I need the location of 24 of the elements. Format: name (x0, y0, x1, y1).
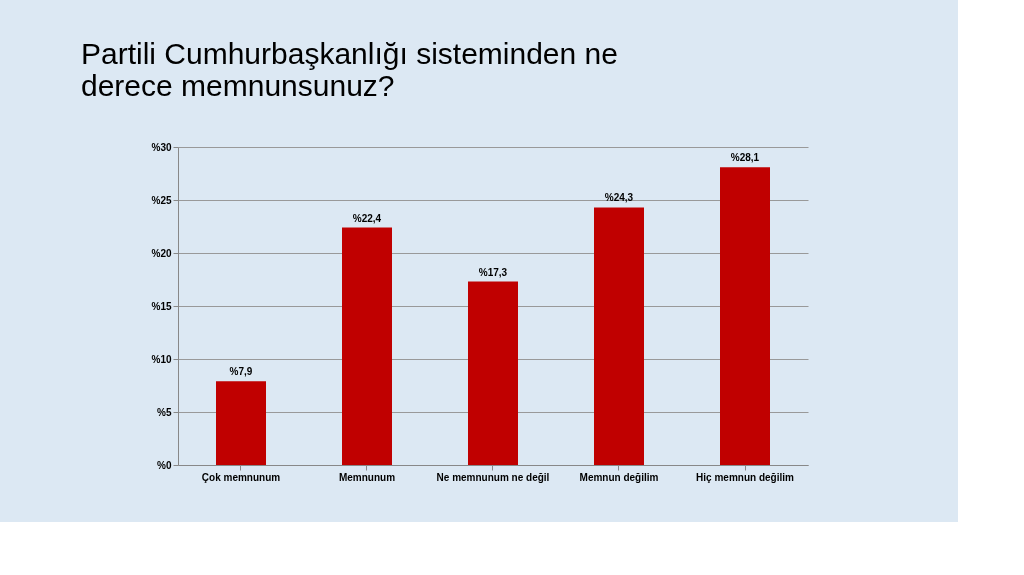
data-label: %22,4 (352, 212, 382, 224)
x-tick-label: Memnun değilim (579, 471, 659, 483)
data-label: %17,3 (478, 266, 508, 278)
data-label: %7,9 (229, 366, 253, 378)
y-tick-label: %10 (151, 353, 172, 365)
bar (594, 207, 644, 465)
text: derece memnunsunuz? (80, 69, 395, 102)
x-tick-label: Çok memnunum (201, 471, 281, 483)
data-label: %24,3 (604, 192, 634, 204)
y-tick-label: %15 (151, 300, 172, 312)
text: Partili Cumhurbaşkanlığı sisteminden ne (80, 37, 618, 70)
x-tick-label: Memnunum (338, 471, 396, 483)
y-tick-label: %5 (157, 406, 172, 418)
y-tick-label: %25 (151, 194, 172, 206)
x-tick-label: Hiç memnun değilim (696, 471, 794, 483)
data-label: %28,1 (730, 152, 760, 164)
y-tick-label: %20 (151, 247, 172, 259)
bar (720, 167, 770, 465)
bar (216, 381, 266, 465)
y-tick-label: %30 (151, 141, 172, 153)
y-tick-label: %0 (157, 459, 172, 471)
x-tick-label: Ne memnunum ne değil (436, 471, 550, 483)
bar (468, 281, 518, 465)
bar (342, 227, 392, 465)
